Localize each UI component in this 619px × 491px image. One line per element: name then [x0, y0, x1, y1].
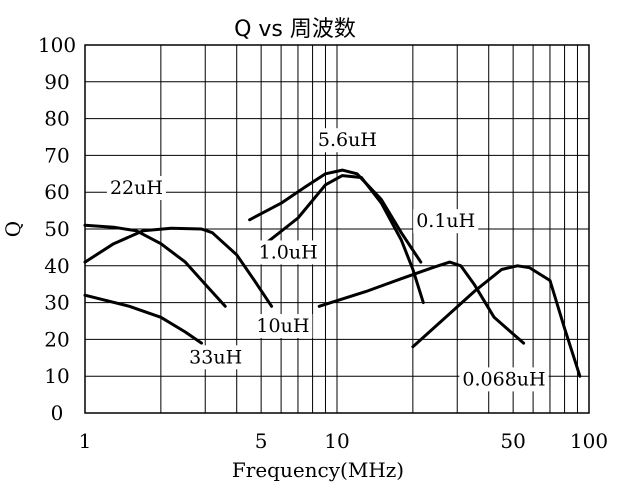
series-line [411, 264, 582, 378]
series-label: 5.6uH [318, 129, 377, 151]
chart-title: Q vs 周波数 [234, 17, 356, 42]
series-label-background [106, 176, 166, 201]
y-axis-ticks: 0 10 20 30 40 50 60 70 80 90 100 [38, 33, 76, 425]
series-line [317, 260, 526, 345]
series-label-background [459, 367, 549, 392]
x-tick-label: 100 [570, 429, 608, 453]
x-tick-label: 1 [79, 429, 92, 453]
plot-frame [84, 44, 590, 414]
series-label-background [255, 240, 321, 265]
series-label-background [314, 128, 380, 153]
series-curves [83, 168, 582, 378]
series-line [83, 223, 227, 308]
y-tick-label: 10 [44, 364, 69, 388]
series-label: 0.068uH [462, 368, 545, 390]
x-axis-title: Frequency(MHz) [232, 458, 404, 482]
x-tick-label: 50 [500, 429, 525, 453]
x-tick-label: 10 [324, 429, 349, 453]
y-tick-label: 30 [44, 291, 69, 315]
y-tick-label: 40 [44, 254, 69, 278]
y-tick-label: 60 [44, 180, 69, 204]
series-label-background [413, 209, 479, 234]
y-tick-label: 80 [44, 107, 69, 131]
x-tick-label: 5 [255, 429, 268, 453]
series-label: 33uH [189, 346, 242, 368]
series-line [83, 293, 203, 345]
series-labels: 33uH 22uH 10uH 5.6uH 1.0uH 0.1uH 0.068uH [106, 128, 549, 392]
series-line [83, 226, 274, 308]
series-label: 22uH [110, 177, 163, 199]
series-label: 1.0uH [259, 241, 318, 263]
y-tick-label: 90 [44, 70, 69, 94]
series-label-background [253, 314, 313, 339]
y-tick-label: 100 [38, 33, 76, 57]
y-tick-label: 0 [51, 401, 64, 425]
x-axis-ticks: 1 5 10 50 100 [79, 429, 608, 453]
series-line [248, 168, 423, 264]
grid [84, 44, 590, 414]
y-tick-label: 70 [44, 143, 69, 167]
series-label: 0.1uH [416, 210, 475, 232]
series-label: 10uH [256, 315, 309, 337]
series-label-background [186, 345, 246, 370]
y-tick-label: 20 [44, 327, 69, 351]
y-tick-label: 50 [44, 217, 69, 241]
series-line [263, 174, 425, 305]
y-axis-title: Q [1, 221, 25, 237]
